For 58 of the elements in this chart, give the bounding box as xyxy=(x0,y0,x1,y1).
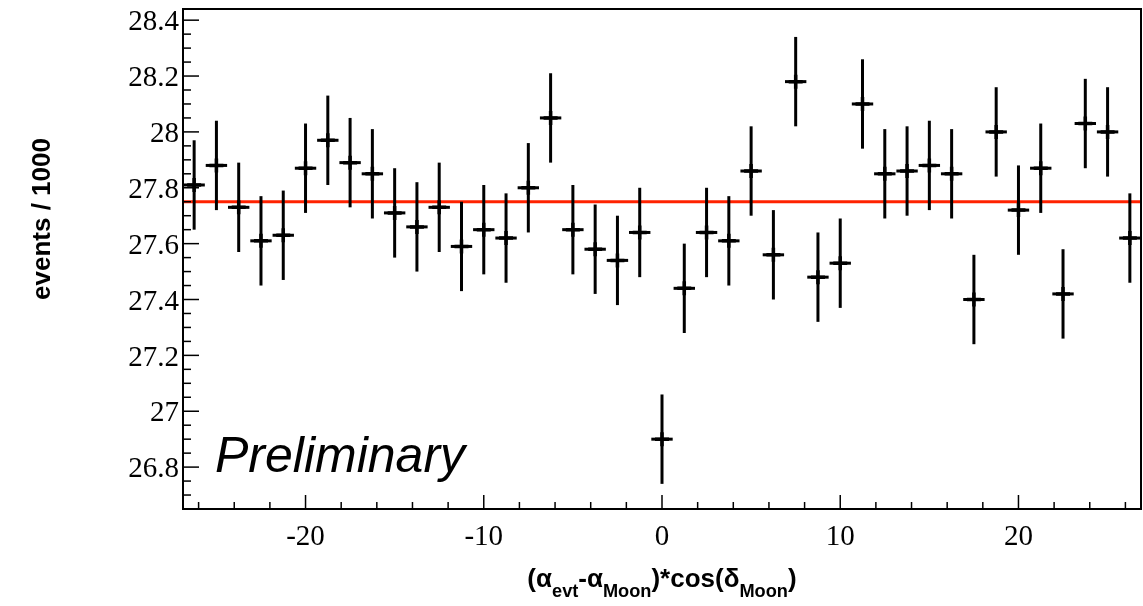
point xyxy=(452,237,471,256)
point xyxy=(497,229,515,247)
x-tick-label: -20 xyxy=(286,519,325,551)
point xyxy=(274,226,293,245)
point xyxy=(408,218,426,236)
point xyxy=(541,109,560,127)
point xyxy=(1121,229,1139,247)
point xyxy=(1076,114,1095,133)
point xyxy=(720,232,738,250)
point xyxy=(920,156,939,175)
y-tick-label: 28.2 xyxy=(128,60,179,93)
y-tick-label: 27.2 xyxy=(128,339,179,372)
point xyxy=(653,430,671,448)
annotation: Preliminary xyxy=(215,427,469,483)
point xyxy=(1054,285,1072,303)
y-tick-label: 27.4 xyxy=(128,283,180,316)
point xyxy=(742,162,760,180)
y-tick-label: 28.4 xyxy=(128,4,180,37)
point xyxy=(296,159,315,177)
point xyxy=(965,290,983,309)
point xyxy=(697,223,716,242)
point xyxy=(564,220,582,239)
point xyxy=(853,95,872,113)
point xyxy=(341,153,359,172)
x-tick-label: 0 xyxy=(654,519,670,551)
point xyxy=(586,240,604,258)
x-axis-title: (α$_{evt}$-α$_{Moon}$)*cos(δ$_{Moon}$) xyxy=(527,563,797,601)
point xyxy=(786,72,805,91)
x-tick-label: -10 xyxy=(464,519,504,551)
point xyxy=(519,179,538,197)
point xyxy=(809,268,827,286)
point xyxy=(630,223,649,242)
point xyxy=(363,165,382,183)
y-axis-title: events / 1000 xyxy=(26,138,56,300)
point xyxy=(1031,159,1050,177)
point xyxy=(942,165,961,183)
point xyxy=(185,176,203,194)
point xyxy=(252,232,270,250)
point xyxy=(831,254,849,272)
point xyxy=(385,204,404,222)
point xyxy=(675,279,694,298)
y-tick-label: 27.8 xyxy=(128,171,179,204)
point xyxy=(987,123,1005,141)
y-tick-label: 27.6 xyxy=(128,227,179,260)
x-tick-label: 10 xyxy=(825,519,855,551)
point xyxy=(430,198,448,217)
point xyxy=(1009,201,1028,219)
y-tick-label: 26.8 xyxy=(128,451,179,484)
point xyxy=(764,246,783,264)
y-tick-label: 28 xyxy=(150,116,179,149)
x-tick-label: 20 xyxy=(1003,519,1033,551)
y-tick-label: 27 xyxy=(150,395,179,428)
point xyxy=(475,220,493,239)
point xyxy=(1098,123,1117,141)
point xyxy=(207,156,226,175)
point xyxy=(319,131,337,150)
point xyxy=(229,198,248,217)
point xyxy=(608,251,627,270)
